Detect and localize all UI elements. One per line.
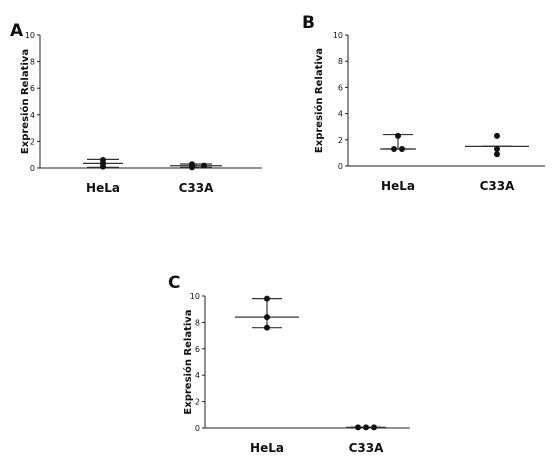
- y-tick-label: 6: [338, 83, 343, 92]
- data-point: [264, 295, 270, 302]
- panel-a: A Expresión Relativa 0 2 4 6 8 10 HeLa C33A: [10, 21, 262, 195]
- x-category-label: HeLa: [86, 181, 120, 195]
- data-point: [399, 145, 405, 152]
- y-tick-label: 2: [30, 137, 35, 146]
- panel-c: C Expresión Relativa 0 2 4 6 8 10 HeLa C33A: [168, 273, 410, 455]
- x-category-label: C33A: [480, 179, 516, 193]
- y-tick-label: 4: [30, 111, 35, 120]
- panel-letter: C: [168, 273, 180, 293]
- x-category-label: HeLa: [381, 179, 415, 193]
- data-point: [355, 424, 361, 431]
- data-point: [395, 132, 401, 139]
- y-axis-label: Expresión Relativa: [313, 48, 325, 153]
- panel-letter: A: [10, 21, 24, 41]
- data-point: [494, 145, 500, 152]
- y-tick-label: 0: [195, 424, 200, 433]
- data-point: [100, 160, 106, 167]
- y-tick-label: 0: [30, 164, 35, 173]
- y-axis-label: Expresión Relativa: [19, 49, 31, 154]
- y-axis-label: Expresión Relativa: [182, 309, 194, 414]
- y-tick-label: 8: [338, 57, 343, 66]
- y-tick-label: 8: [195, 318, 200, 327]
- y-tick-label: 10: [25, 31, 35, 40]
- y-tick-label: 2: [195, 398, 200, 407]
- y-tick-label: 4: [195, 371, 200, 380]
- data-point: [189, 164, 195, 171]
- y-tick-label: 6: [30, 84, 35, 93]
- data-point: [371, 424, 377, 431]
- y-tick-label: 6: [195, 345, 200, 354]
- data-point: [494, 132, 500, 139]
- panel-letter: B: [302, 13, 315, 33]
- data-point: [264, 314, 270, 321]
- y-tick-label: 0: [338, 162, 343, 171]
- y-tick-label: 10: [190, 292, 200, 301]
- data-point: [264, 324, 270, 331]
- x-category-label: C33A: [349, 441, 385, 455]
- data-point: [363, 424, 369, 431]
- data-point: [201, 162, 207, 169]
- y-tick-label: 10: [333, 31, 343, 40]
- y-tick-label: 4: [338, 110, 343, 119]
- y-tick-label: 2: [338, 136, 343, 145]
- x-category-label: HeLa: [250, 441, 284, 455]
- data-point: [494, 151, 500, 158]
- x-category-label: C33A: [179, 181, 215, 195]
- data-point: [391, 145, 397, 152]
- panel-b: B Expresión Relativa 0 2 4 6 8 10 HeLa C33A: [302, 13, 545, 193]
- y-tick-label: 8: [30, 58, 35, 67]
